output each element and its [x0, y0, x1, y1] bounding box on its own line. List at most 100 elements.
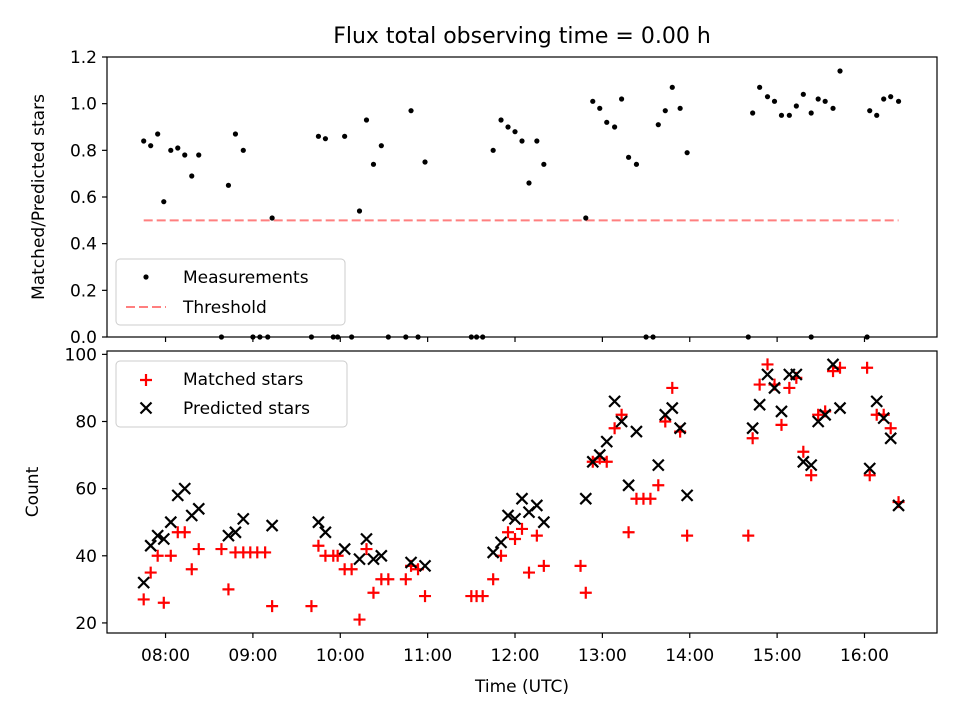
predicted-star-point: [615, 415, 628, 428]
measurement-point: [757, 84, 763, 90]
predicted-star-point: [630, 425, 643, 438]
bottom-x-tick-label: 10:00: [316, 646, 365, 666]
predicted-star-point: [797, 455, 810, 469]
top-x-tick-marks: [164, 337, 866, 342]
measurement-point: [161, 199, 167, 205]
matched-star-point: [579, 586, 592, 599]
top-y-tick-label: 1.2: [70, 48, 97, 68]
predicted-star-point: [863, 462, 877, 475]
predicted-star-point: [884, 432, 897, 445]
matched-star-point: [331, 549, 344, 562]
predicted-stars-legend-label: Predicted stars: [183, 399, 310, 419]
measurement-point: [867, 108, 873, 114]
measurement-point: [888, 94, 894, 100]
matched-star-point: [367, 586, 380, 599]
matched-star-point: [137, 593, 150, 606]
measurement-point: [175, 145, 181, 151]
measurement-point: [669, 84, 675, 90]
measurement-point: [590, 98, 596, 104]
measurement-point: [677, 105, 683, 111]
measurement-point: [408, 108, 414, 114]
bottom-y-axis-label: Count: [23, 466, 43, 517]
measurement-point: [633, 161, 640, 167]
matched-stars-legend-marker: [140, 374, 152, 386]
measurement-point: [534, 138, 540, 144]
measurement-point: [155, 131, 161, 137]
matched-star-point: [164, 549, 177, 562]
measurement-point: [881, 96, 887, 102]
predicted-star-point: [353, 552, 366, 566]
matched-star-point: [537, 559, 550, 572]
matched-star-point: [652, 479, 665, 492]
measurement-point: [822, 98, 828, 104]
predicted-star-point: [137, 576, 150, 589]
matched-star-point: [215, 543, 228, 556]
predicted-star-point: [775, 405, 788, 418]
matched-star-point: [659, 415, 672, 428]
matched-star-point: [312, 539, 325, 552]
measurement-point: [895, 98, 902, 104]
predicted-star-point: [622, 479, 635, 492]
predicted-star-point: [833, 401, 847, 415]
measurements-legend-label: Measurements: [183, 268, 309, 288]
predicted-star-point: [222, 529, 235, 542]
top-axes-frame: [106, 56, 938, 338]
measurement-point: [815, 96, 821, 102]
measurement-point: [370, 161, 377, 167]
predicted-star-point: [608, 395, 621, 408]
measurement-point: [240, 147, 246, 153]
bottom-y-ticks: 20 40 60 80 100: [65, 345, 107, 634]
predicted-star-point: [790, 368, 803, 381]
measurement-point: [168, 147, 174, 153]
measurement-point: [830, 105, 836, 111]
predicted-stars-legend-marker: [139, 401, 153, 415]
matched-star-point: [487, 573, 500, 586]
matched-star-point: [509, 533, 522, 545]
matched-star-point: [516, 522, 528, 535]
matched-star-point: [783, 381, 796, 394]
predicted-star-point: [312, 515, 325, 529]
measurement-point: [315, 133, 322, 139]
bottom-y-tick-label: 60: [75, 480, 97, 500]
bottom-x-tick-label: 13:00: [578, 646, 627, 666]
predicted-star-point: [265, 519, 279, 532]
matched-star-point: [622, 526, 635, 539]
matched-star-point: [266, 600, 279, 613]
matched-star-point: [530, 529, 543, 542]
bottom-y-tick-label: 40: [75, 547, 97, 567]
matched-star-point: [600, 455, 613, 468]
bottom-x-tick-label: 09:00: [228, 646, 277, 666]
predicted-star-point: [178, 482, 192, 495]
measurement-point: [182, 152, 188, 158]
bottom-x-tick-label: 14:00: [665, 646, 714, 666]
predicted-star-point: [192, 502, 206, 516]
predicted-star-point: [804, 458, 818, 472]
top-panel: 0.0 0.2 0.4 0.6 0.8 1.0 1.2 Matched/Predicted …: [29, 48, 938, 348]
matched-star-point: [827, 365, 840, 378]
predicted-star-point: [151, 529, 164, 542]
predicted-star-point: [818, 408, 832, 422]
matched-star-point: [666, 381, 679, 394]
measurement-point: [764, 94, 771, 100]
measurement-point: [750, 110, 756, 116]
matched-star-point: [222, 583, 235, 596]
measurements-legend-marker: [143, 274, 149, 280]
matched-star-point: [382, 573, 395, 586]
predicted-star-point: [501, 509, 515, 522]
bottom-marks: [137, 358, 905, 626]
predicted-star-point: [237, 512, 250, 526]
predicted-star-point: [826, 358, 840, 371]
predicted-star-point: [665, 401, 679, 415]
measurement-point: [874, 112, 880, 118]
bottom-axes-frame: [106, 350, 938, 634]
predicted-star-point: [761, 368, 774, 381]
bottom-legend: Matched stars Predicted stars: [115, 360, 348, 428]
measurement-point: [422, 159, 428, 165]
matched-star-point: [863, 469, 876, 482]
predicted-star-point: [418, 559, 432, 573]
predicted-star-point: [579, 492, 593, 505]
predicted-star-point: [157, 532, 171, 546]
matched-star-point: [476, 590, 489, 603]
measurement-point: [322, 136, 329, 142]
